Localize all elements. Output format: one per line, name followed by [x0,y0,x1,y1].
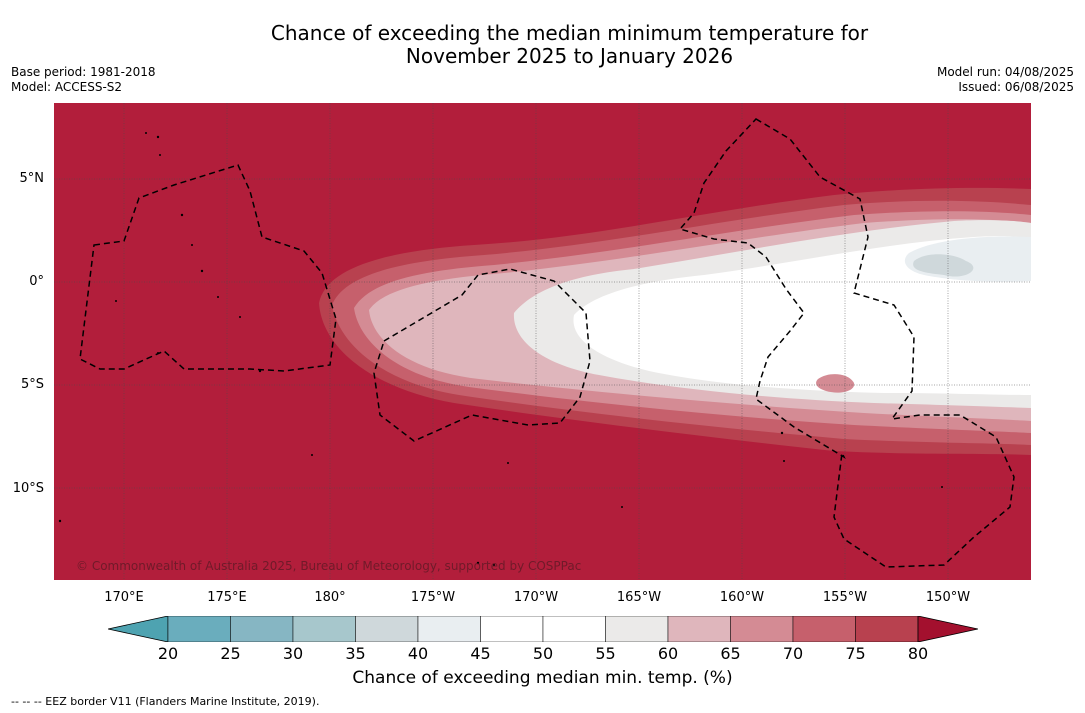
legend-title-text: Chance of exceeding median min. temp. (%… [352,668,733,688]
colorbar-segment [605,615,669,643]
title-line-1: Chance of exceeding the median minimum t… [270,21,869,45]
warm-patch-east [816,374,855,393]
colorbar-tick-label: 40 [407,644,429,663]
legend-title: Chance of exceeding median min. temp. (%… [0,668,1085,688]
colorbar-tick-label: 70 [782,644,804,663]
islands [58,132,943,566]
colorbar-tick-label: 80 [907,644,929,663]
colorbar-segment [855,615,919,643]
colorbar-segment [480,615,544,643]
lon-label-180: 180° [314,590,346,605]
colorbar-tick-label: 25 [220,644,241,663]
copyright-text: © Commonwealth of Australia 2025, Bureau… [76,559,581,573]
colorbar-segment [730,615,794,643]
eez-note: -- -- -- EEZ border V11 (Flanders Marine… [11,695,320,708]
base-period-text: Base period: 1981-2018 [11,65,156,79]
colorbar-tick-label: 30 [282,644,304,663]
eez-borders [79,118,1015,568]
colorbar-tick-label: 65 [720,644,741,663]
model-text: Model: ACCESS-S2 [11,80,123,94]
eez-kiribati-gilberts [79,164,337,372]
colorbar-over-arrow [917,615,979,643]
colorbar-segment [792,615,856,643]
colorbar-svg [107,615,979,643]
colorbar-tick-label: 20 [157,644,179,663]
meta-right: Model run: 04/08/2025 Issued: 06/08/2025 [937,65,1074,95]
lat-label-5n: 5°N [19,171,45,186]
lon-label-175e: 175°E [207,590,247,605]
lon-label-155w: 155°W [822,590,868,605]
probability-map: © Commonwealth of Australia 2025, Bureau… [54,103,1031,580]
lon-label-170e: 170°E [104,590,144,605]
colorbar-tick-label: 45 [470,644,491,663]
chart-title: Chance of exceeding the median minimum t… [0,22,1085,68]
colorbar-segment [667,615,731,643]
band-35 [913,254,974,277]
colorbar-tick-label: 50 [532,644,554,663]
colorbar-tick-label: 55 [595,644,616,663]
model-run-text: Model run: 04/08/2025 [936,65,1074,79]
lat-label-10s: 10°S [12,481,44,496]
colorbar-segment [542,615,606,643]
colorbar-tick-label: 60 [657,644,679,663]
lat-label-5s: 5°S [20,377,44,392]
lon-label-170w: 170°W [513,590,559,605]
colorbar-tick-label: 75 [845,644,866,663]
colorbar-segment [292,615,356,643]
colorbar-segment [167,615,231,643]
colorbar-tick-label: 35 [345,644,366,663]
colorbar-segment [355,615,419,643]
colorbar-segment [230,615,294,643]
eez-kiribati-line [678,118,1015,568]
lat-label-0: 0° [29,274,44,289]
map-svg: © Commonwealth of Australia 2025, Bureau… [54,103,1031,580]
title-line-2: November 2025 to January 2026 [405,44,734,68]
lon-label-160w: 160°W [719,590,765,605]
graticule [54,103,1031,580]
eez-tokelau [373,268,591,442]
colorbar [107,615,979,643]
lon-label-165w: 165°W [616,590,662,605]
colorbar-under-arrow [107,615,169,643]
lon-label-150w: 150°W [925,590,971,605]
issued-text: Issued: 06/08/2025 [958,80,1074,94]
lon-label-175w: 175°W [410,590,456,605]
warm-patch-west [382,304,476,340]
colorbar-segment [417,615,481,643]
meta-left: Base period: 1981-2018 Model: ACCESS-S2 [11,65,156,95]
